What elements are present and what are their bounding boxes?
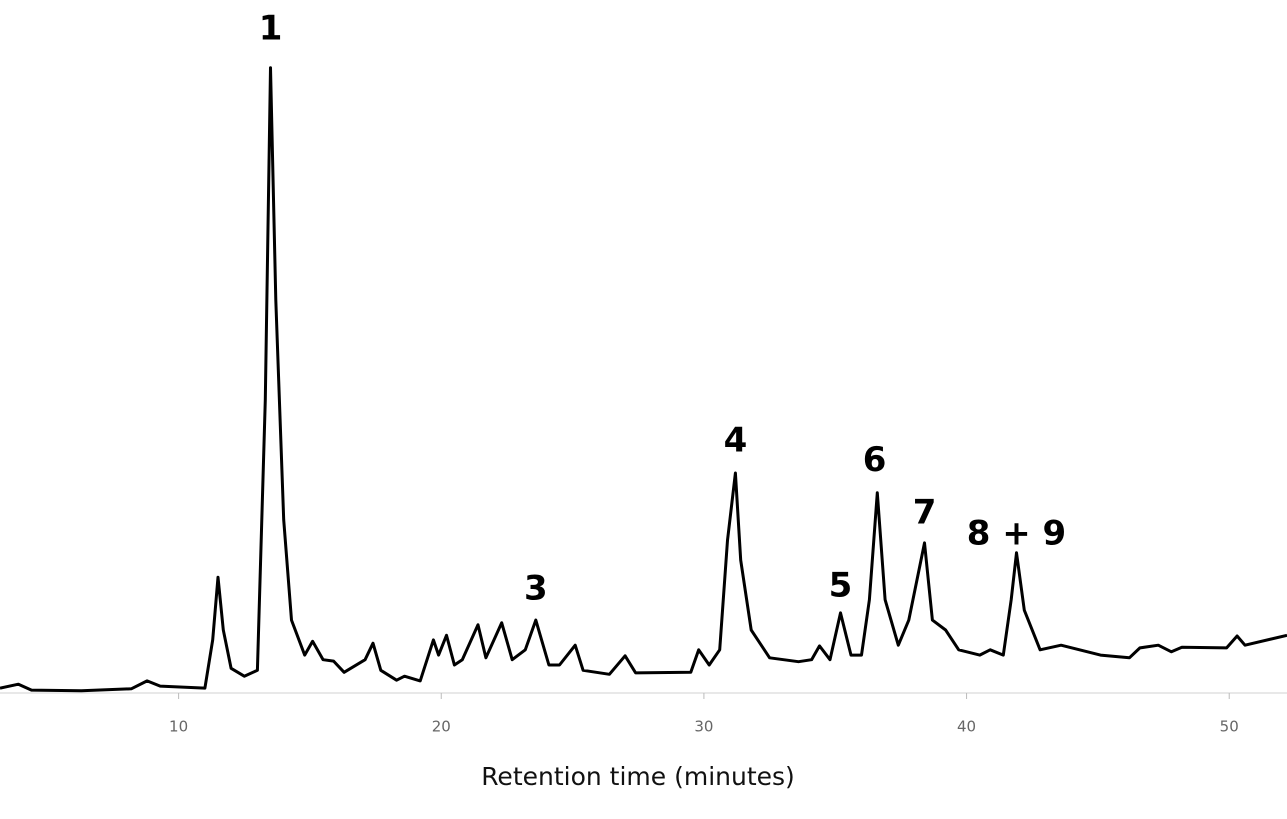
x-tick-label: 20 [432, 718, 451, 736]
x-tick-label: 30 [694, 718, 713, 736]
peak-label: 4 [724, 420, 748, 460]
peak-label: 3 [524, 568, 548, 608]
peak-label: 1 [259, 9, 283, 49]
x-tick-label: 10 [169, 718, 188, 736]
peak-label: 7 [913, 492, 937, 532]
trace [0, 66, 1287, 693]
x-tick-label: 40 [957, 718, 976, 736]
peak-label: 8 + 9 [967, 514, 1066, 554]
x-axis-label: Retention time (minutes) [481, 762, 795, 791]
peak-label: 5 [829, 566, 853, 606]
x-tick-label: 50 [1220, 718, 1239, 736]
peak-label: 6 [863, 440, 887, 480]
